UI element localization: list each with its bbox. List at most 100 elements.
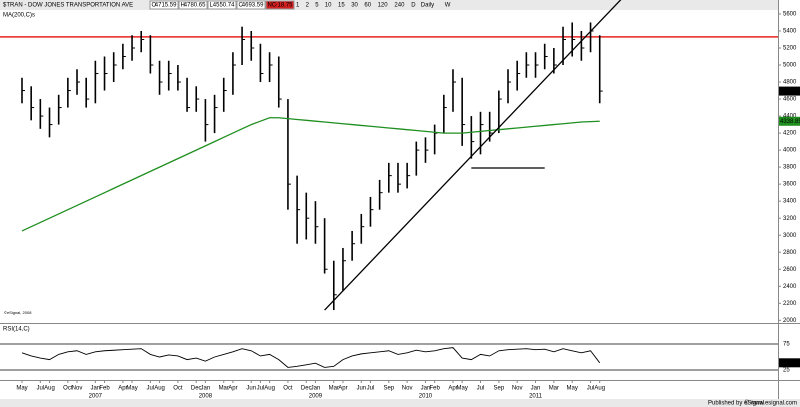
y-tick-label: 2000 (783, 318, 797, 324)
interval-button[interactable]: 1 (296, 3, 300, 9)
y-tick-label: 4600 (783, 97, 797, 103)
x-tick-label: Aug (154, 386, 165, 392)
quote-label: O (152, 3, 157, 9)
rsi-line (21, 347, 601, 368)
interval-button[interactable]: 15 (338, 3, 345, 9)
y-tick-label: 2600 (783, 267, 797, 273)
quote-value: -18.75 (275, 3, 293, 9)
y-tick-label: 4000 (783, 148, 797, 154)
interval-button[interactable]: 10 (325, 3, 332, 9)
x-tick-label: Jul (587, 386, 595, 392)
y-tick-label: 4400 (783, 114, 797, 120)
y-tick-label: 4800 (783, 80, 797, 86)
quote-value: 4693.59 (242, 3, 264, 9)
interval-button[interactable]: 60 (364, 3, 371, 9)
year-label: 2008 (199, 394, 213, 400)
x-tick-label: Mar (329, 386, 339, 392)
x-tick-label: Dec (301, 386, 312, 392)
year-label: 2011 (529, 394, 543, 400)
x-tick-label: Jul (367, 386, 375, 392)
quote-box (236, 0, 266, 10)
y-tick-label: 5200 (783, 46, 797, 52)
x-tick-label: Jan (421, 386, 431, 392)
quote-label: NC (268, 3, 277, 9)
quote-value: 4715.59 (155, 3, 177, 9)
year-label: 2009 (309, 394, 323, 400)
footer (0, 399, 800, 407)
x-tick-label: Feb (99, 386, 110, 392)
x-tick-label: Jul (37, 386, 45, 392)
interval-button[interactable]: 2 (306, 3, 310, 9)
year-label: 2007 (89, 394, 103, 400)
x-tick-label: Mar (219, 386, 229, 392)
interval-button[interactable]: 5 (315, 3, 319, 9)
x-tick-label: Jan (201, 386, 211, 392)
last-price-box (779, 86, 800, 96)
last-price-label: 4693.59 (780, 89, 800, 95)
x-tick-label: Jan (91, 386, 101, 392)
x-tick-label: Mar (549, 386, 559, 392)
interval-button[interactable]: 240 (394, 3, 405, 9)
rsi-tick-label: 75 (783, 342, 790, 348)
quote-box (265, 0, 295, 10)
y-tick-label: 5400 (783, 29, 797, 35)
interval-button[interactable]: 30 (351, 3, 358, 9)
y-tick-label: 2800 (783, 250, 797, 256)
x-tick-label: Sep (493, 386, 504, 392)
toolbar (0, 0, 778, 10)
quote-box (149, 0, 179, 10)
x-tick-label: Aug (44, 386, 55, 392)
x-tick-label: Oct (63, 386, 73, 392)
chart-title: $TRAN - DOW JONES TRANSPORTATION AVE (3, 3, 133, 9)
y-tick-label: 5600 (783, 12, 797, 18)
interval-button[interactable]: D (411, 3, 416, 9)
trendline (324, 0, 622, 311)
y-tick-label: 3400 (783, 199, 797, 205)
x-tick-label: Oct (173, 386, 183, 392)
x-tick-label: May (456, 386, 467, 392)
x-tick-label: May (16, 386, 27, 392)
moving-average (21, 117, 600, 232)
x-tick-label: Jan (311, 386, 321, 392)
quote-label: L (210, 3, 214, 9)
x-tick-label: Dec (191, 386, 202, 392)
quote-box (178, 0, 208, 10)
x-tick-label: Jul (257, 386, 265, 392)
interval-button[interactable]: Daily (421, 3, 434, 9)
quote-box (207, 0, 237, 10)
publisher: Published by eSignal (708, 401, 764, 407)
x-tick-label: Feb (429, 386, 440, 392)
x-tick-label: Apr (338, 386, 347, 392)
x-tick-label: Nov (512, 386, 523, 392)
quote-label: H (181, 3, 185, 9)
ma-value-label: 4338.85 (780, 119, 800, 125)
quote-value: 4550.74 (213, 3, 235, 9)
rsi-tick-label: 25 (783, 368, 790, 374)
y-tick-label: 3600 (783, 182, 797, 188)
x-tick-label: Aug (264, 386, 275, 392)
y-tick-label: 4200 (783, 131, 797, 137)
year-label: 2010 (419, 394, 433, 400)
x-tick-label: Apr (118, 386, 127, 392)
x-tick-label: Apr (228, 386, 237, 392)
rsi-value-label: 38.83 (780, 360, 796, 366)
rsi-value-box (779, 358, 800, 368)
x-tick-label: May (567, 386, 578, 392)
x-tick-label: Jun (356, 386, 366, 392)
y-tick-label: 3200 (783, 216, 797, 222)
x-tick-label: May (126, 386, 137, 392)
y-tick-label: 2400 (783, 284, 797, 290)
interval-button[interactable]: W (445, 3, 451, 9)
copyright: ©eSignal, 2008 (4, 310, 32, 315)
y-tick-label: 3800 (783, 165, 797, 171)
rsi-label: RSI(14,C) (3, 327, 30, 333)
x-tick-label: Aug (594, 386, 605, 392)
x-tick-label: Oct (283, 386, 293, 392)
interval-button[interactable]: 120 (378, 3, 389, 9)
quote-label: C (239, 3, 244, 9)
ma-value-box (779, 116, 800, 126)
x-tick-label: Nov (402, 386, 413, 392)
x-tick-label: Sep (383, 386, 394, 392)
